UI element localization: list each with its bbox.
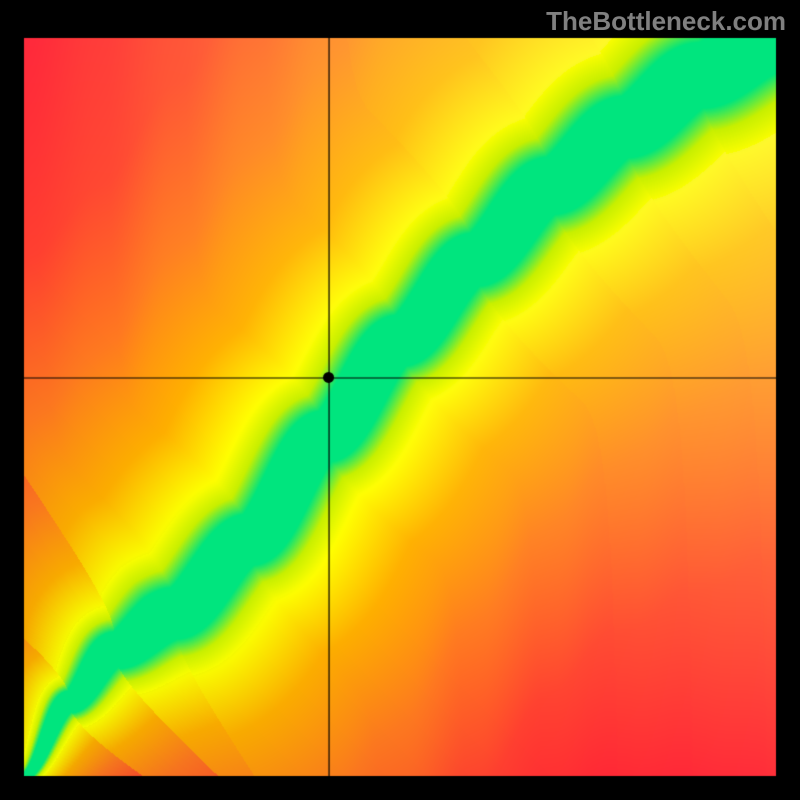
watermark-text: TheBottleneck.com [546, 6, 786, 37]
chart-container: TheBottleneck.com [0, 0, 800, 800]
heatmap-canvas [0, 0, 800, 800]
